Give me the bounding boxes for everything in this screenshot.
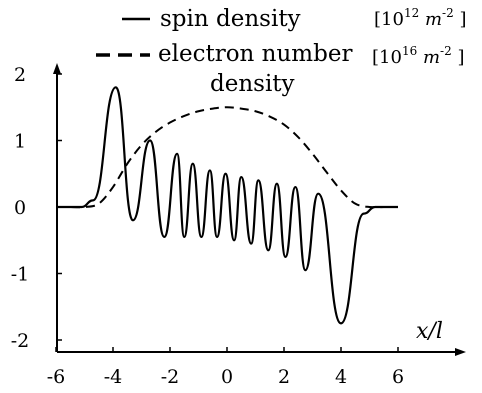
legend-density-label-2: density: [210, 71, 295, 97]
legend-spin-label: spin density: [160, 6, 301, 32]
x-tick-label: -6: [47, 366, 66, 388]
legend-density-units: [1016 m-2 ]: [372, 44, 464, 68]
legend-density-label-1: electron number: [158, 41, 352, 67]
y-tick-label: 0: [14, 197, 26, 219]
axes: x/l: [53, 63, 466, 356]
x-ticks: -6 -4 -2 0 2 4 6: [47, 347, 404, 388]
x-axis-label: x/l: [416, 319, 443, 344]
x-tick-label: 4: [335, 366, 347, 388]
y-tick-label: -2: [11, 330, 30, 352]
y-ticks: -2 -1 0 1 2: [11, 64, 62, 352]
legend: spin density [1012 m-2 ] electron number…: [96, 6, 466, 97]
x-tick-label: 0: [221, 366, 233, 388]
y-tick-label: 2: [14, 64, 26, 86]
electron-density-line: [56, 106, 384, 209]
x-axis-arrow: [455, 348, 466, 356]
spin-density-line: [55, 86, 398, 325]
y-axis-arrow: [53, 63, 61, 74]
legend-spin-units: [1012 m-2 ]: [374, 6, 466, 30]
x-tick-label: 6: [392, 366, 404, 388]
x-tick-label: 2: [278, 366, 290, 388]
y-tick-label: -1: [11, 264, 30, 286]
x-tick-label: -2: [161, 366, 180, 388]
x-tick-label: -4: [104, 366, 123, 388]
y-tick-label: 1: [14, 131, 26, 153]
